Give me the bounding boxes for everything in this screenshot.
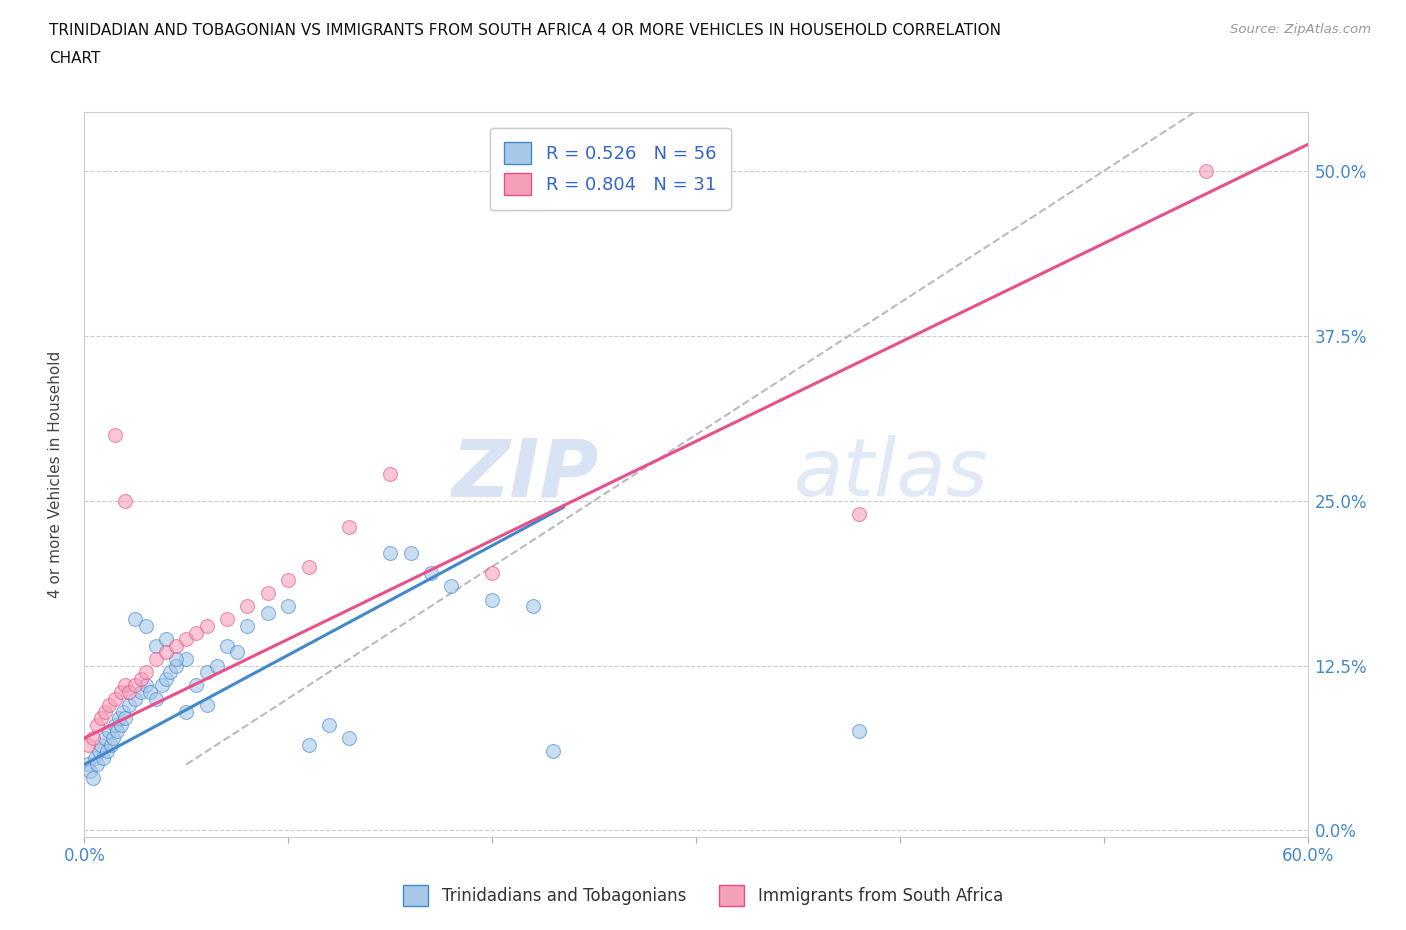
Point [165, 658, 187, 673]
Point [165, 652, 187, 667]
Point [93, 704, 117, 719]
Y-axis label: 4 or more Vehicles in Household: 4 or more Vehicles in Household [48, 351, 63, 598]
Point [186, 678, 208, 693]
Point [114, 711, 136, 725]
Point [79, 764, 101, 778]
Point [97, 724, 120, 739]
Point [86, 717, 108, 732]
Point [236, 599, 259, 614]
Point [87, 744, 110, 759]
Point [101, 731, 124, 746]
Point [131, 671, 153, 686]
Point [165, 638, 187, 653]
Legend: R = 0.526   N = 56, R = 0.804   N = 31: R = 0.526 N = 56, R = 0.804 N = 31 [489, 128, 731, 210]
Point [108, 711, 131, 725]
Legend: Trinidadians and Tobagonians, Immigrants from South Africa: Trinidadians and Tobagonians, Immigrants… [396, 879, 1010, 912]
Point [97, 698, 120, 712]
Point [848, 724, 870, 739]
Point [848, 507, 870, 522]
Text: ZIP: ZIP [451, 435, 598, 513]
Point [217, 638, 239, 653]
Text: Source: ZipAtlas.com: Source: ZipAtlas.com [1230, 23, 1371, 36]
Point [195, 665, 218, 680]
Point [339, 520, 361, 535]
Point [195, 698, 218, 712]
Point [155, 644, 177, 659]
Point [318, 717, 340, 732]
Point [155, 671, 177, 686]
Point [145, 652, 167, 667]
Point [114, 678, 136, 693]
Point [176, 704, 198, 719]
Text: TRINIDADIAN AND TOBAGONIAN VS IMMIGRANTS FROM SOUTH AFRICA 4 OR MORE VEHICLES IN: TRINIDADIAN AND TOBAGONIAN VS IMMIGRANTS… [49, 23, 1001, 38]
Point [339, 731, 361, 746]
Point [110, 717, 132, 732]
Point [186, 625, 208, 640]
Point [124, 691, 146, 706]
Point [86, 757, 108, 772]
Point [298, 737, 321, 752]
Point [138, 684, 160, 699]
Point [380, 546, 402, 561]
Point [105, 724, 128, 739]
Point [114, 493, 136, 508]
Point [77, 757, 100, 772]
Point [118, 684, 141, 699]
Point [124, 612, 146, 627]
Point [481, 565, 503, 580]
Point [100, 737, 122, 752]
Point [380, 467, 402, 482]
Point [257, 605, 280, 620]
Point [135, 665, 157, 680]
Point [159, 665, 181, 680]
Point [131, 684, 153, 699]
Point [96, 744, 118, 759]
Point [205, 658, 228, 673]
Point [195, 618, 218, 633]
Point [176, 652, 198, 667]
Text: atlas: atlas [794, 435, 988, 513]
Point [104, 691, 127, 706]
Point [522, 599, 544, 614]
Point [543, 744, 565, 759]
Point [135, 678, 157, 693]
Point [91, 751, 114, 765]
Point [399, 546, 422, 561]
Point [481, 592, 503, 607]
Point [104, 717, 127, 732]
Point [226, 644, 249, 659]
Point [145, 638, 167, 653]
Point [176, 631, 198, 646]
Text: CHART: CHART [49, 51, 101, 66]
Point [83, 751, 105, 765]
Point [236, 618, 259, 633]
Point [257, 586, 280, 601]
Point [1195, 164, 1218, 179]
Point [112, 704, 135, 719]
Point [82, 731, 104, 746]
Point [90, 711, 112, 725]
Point [124, 678, 146, 693]
Point [145, 691, 167, 706]
Point [118, 698, 141, 712]
Point [277, 572, 299, 587]
Point [82, 770, 104, 785]
Point [217, 612, 239, 627]
Point [298, 559, 321, 574]
Point [440, 579, 463, 594]
Point [77, 737, 100, 752]
Point [93, 731, 117, 746]
Point [420, 565, 443, 580]
Point [155, 631, 177, 646]
Point [135, 618, 157, 633]
Point [104, 427, 127, 442]
Point [150, 678, 173, 693]
Point [90, 737, 112, 752]
Point [110, 684, 132, 699]
Point [277, 599, 299, 614]
